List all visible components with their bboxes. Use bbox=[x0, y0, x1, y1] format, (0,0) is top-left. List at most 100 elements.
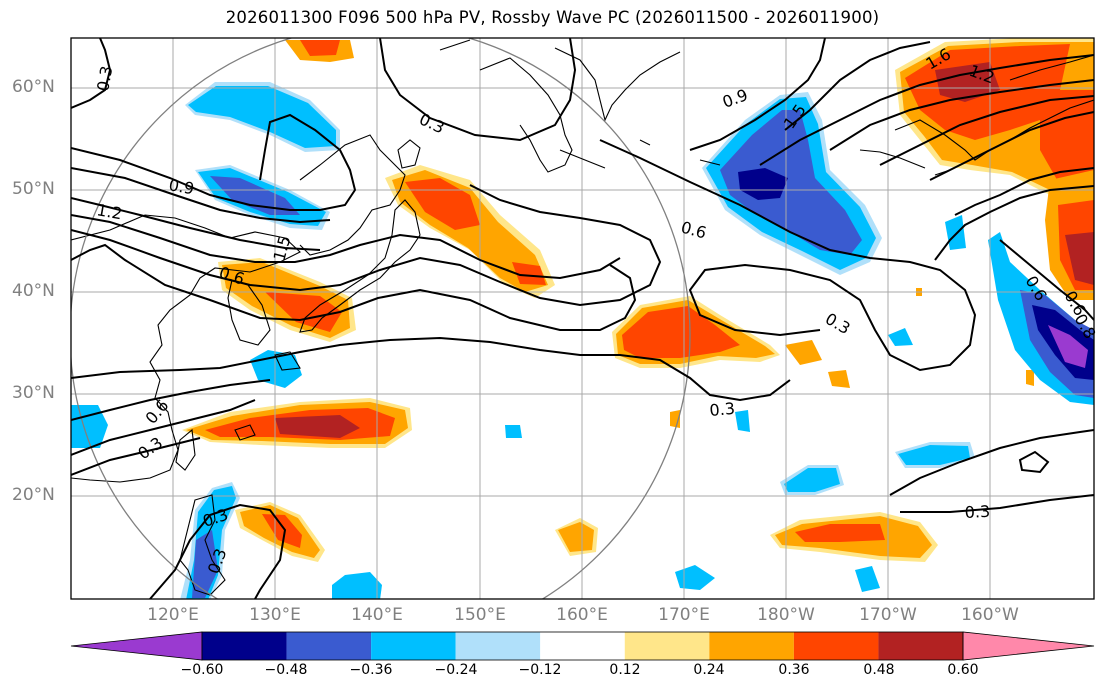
coastline bbox=[274, 351, 301, 371]
colorbar-segment bbox=[371, 632, 456, 660]
pv-contour bbox=[934, 185, 1094, 261]
pv-contour bbox=[71, 197, 321, 251]
colorbar-segment bbox=[878, 632, 963, 660]
pv-contour bbox=[784, 41, 931, 131]
lat-label-40n: 40°N bbox=[12, 281, 55, 301]
anomaly-blob bbox=[262, 514, 302, 548]
anomaly-blob bbox=[735, 410, 750, 432]
contour-label: 0.3 bbox=[822, 309, 854, 338]
anomaly-blob bbox=[332, 572, 382, 599]
pv-contour bbox=[999, 239, 1094, 321]
colorbar-tick-label: −0.48 bbox=[264, 662, 308, 678]
anomaly-blob bbox=[622, 306, 740, 358]
anomaly-blob bbox=[188, 86, 336, 148]
coastline bbox=[1009, 54, 1094, 81]
anomaly-blob bbox=[898, 445, 970, 465]
coastline bbox=[299, 134, 406, 256]
negative-anomaly-shading bbox=[71, 82, 1094, 599]
colorbar-tick-label: 0.60 bbox=[947, 662, 979, 678]
positive-anomaly-shading bbox=[182, 38, 1094, 562]
colorbar-segment bbox=[286, 632, 372, 660]
pv-contour bbox=[71, 399, 256, 456]
coastline bbox=[439, 39, 573, 173]
contour-label: 0.3 bbox=[93, 64, 116, 92]
colorbar-segment bbox=[455, 632, 541, 660]
pv-contour bbox=[71, 214, 621, 280]
lon-label-130e: 130°E bbox=[249, 605, 301, 625]
pv-contour bbox=[71, 38, 112, 109]
lon-label-170w: 170°W bbox=[859, 605, 917, 625]
pv-contours bbox=[71, 38, 1094, 599]
contour-label: 0.3 bbox=[964, 502, 990, 522]
contour-label: 0.3 bbox=[709, 399, 736, 420]
colorbar-tick-label: 0.36 bbox=[778, 662, 810, 678]
anomaly-blob bbox=[558, 522, 594, 552]
anomaly-blob bbox=[300, 40, 340, 56]
pv-contour bbox=[954, 167, 1094, 216]
lat-label-60n: 60°N bbox=[12, 77, 55, 97]
gridlines bbox=[71, 38, 1094, 599]
colorbar-tick-label: −0.24 bbox=[434, 662, 478, 678]
colorbar-tick-label: 0.48 bbox=[863, 662, 895, 678]
anomaly-blob bbox=[192, 530, 218, 598]
pv-contour bbox=[71, 437, 201, 476]
colorbar-segment bbox=[202, 632, 287, 660]
pv-contour bbox=[149, 503, 287, 599]
contour-label: 0.6 bbox=[679, 218, 709, 243]
coastlines bbox=[71, 39, 1094, 596]
anomaly-blob bbox=[828, 370, 850, 388]
anomaly-blob bbox=[675, 565, 715, 590]
anomaly-blob bbox=[405, 178, 480, 230]
anomaly-blob bbox=[738, 168, 788, 200]
colorbar-tick-label: −0.12 bbox=[518, 662, 562, 678]
colorbar-frame bbox=[201, 631, 964, 661]
pv-contour bbox=[71, 167, 331, 224]
lat-label-50n: 50°N bbox=[12, 179, 55, 199]
colorbar-segment bbox=[540, 632, 625, 660]
colorbar-tick-label: 0.12 bbox=[609, 662, 641, 678]
anomaly-blob bbox=[1065, 232, 1094, 285]
colorbar-extend-low bbox=[70, 631, 203, 661]
pv-contour bbox=[379, 38, 577, 142]
plot-frame bbox=[70, 37, 1095, 600]
pv-contour bbox=[879, 95, 1094, 166]
lon-label-150e: 150°E bbox=[454, 605, 506, 625]
contour-label: 0.3 bbox=[134, 433, 166, 463]
contour-label: 0.9 bbox=[720, 85, 750, 112]
coastline bbox=[397, 139, 421, 169]
lat-label-20n: 20°N bbox=[12, 485, 55, 505]
pv-contour bbox=[889, 429, 1094, 496]
anomaly-blob bbox=[275, 415, 360, 438]
anomaly-blob bbox=[210, 176, 300, 215]
pv-contour bbox=[71, 379, 271, 421]
colorbar-tick-label: −0.36 bbox=[349, 662, 393, 678]
pv-contour bbox=[829, 79, 1094, 151]
coastline bbox=[234, 424, 256, 441]
colorbar-extend-high bbox=[962, 631, 1095, 661]
anomaly-blob bbox=[505, 425, 522, 438]
anomaly-blob bbox=[785, 340, 822, 365]
contour-label: 1.5 bbox=[270, 234, 295, 264]
colorbar-segment bbox=[709, 632, 794, 660]
lon-label-170e: 170°E bbox=[658, 605, 710, 625]
anomaly-blob bbox=[1048, 325, 1088, 368]
pv-contour bbox=[71, 113, 357, 211]
pv-contour bbox=[71, 336, 791, 402]
anomaly-blob bbox=[265, 292, 342, 332]
pv-contour bbox=[759, 54, 1094, 166]
pv-contour bbox=[1018, 450, 1050, 474]
anomaly-blob bbox=[784, 468, 840, 492]
lon-label-160w: 160°W bbox=[961, 605, 1019, 625]
pv-contour bbox=[689, 38, 826, 151]
lat-label-30n: 30°N bbox=[12, 383, 55, 403]
contour-label: 0.3 bbox=[416, 109, 447, 137]
colorbar-segment bbox=[624, 632, 710, 660]
anomaly-blob bbox=[945, 215, 966, 250]
lon-label-140e: 140°E bbox=[351, 605, 403, 625]
colorbar-tick-label: −0.60 bbox=[180, 662, 224, 678]
colorbar bbox=[70, 631, 1095, 661]
map-title: 2026011300 F096 500 hPa PV, Rossby Wave … bbox=[225, 8, 880, 27]
rossby-wave-circle bbox=[71, 38, 691, 599]
anomaly-blob bbox=[935, 62, 1000, 102]
